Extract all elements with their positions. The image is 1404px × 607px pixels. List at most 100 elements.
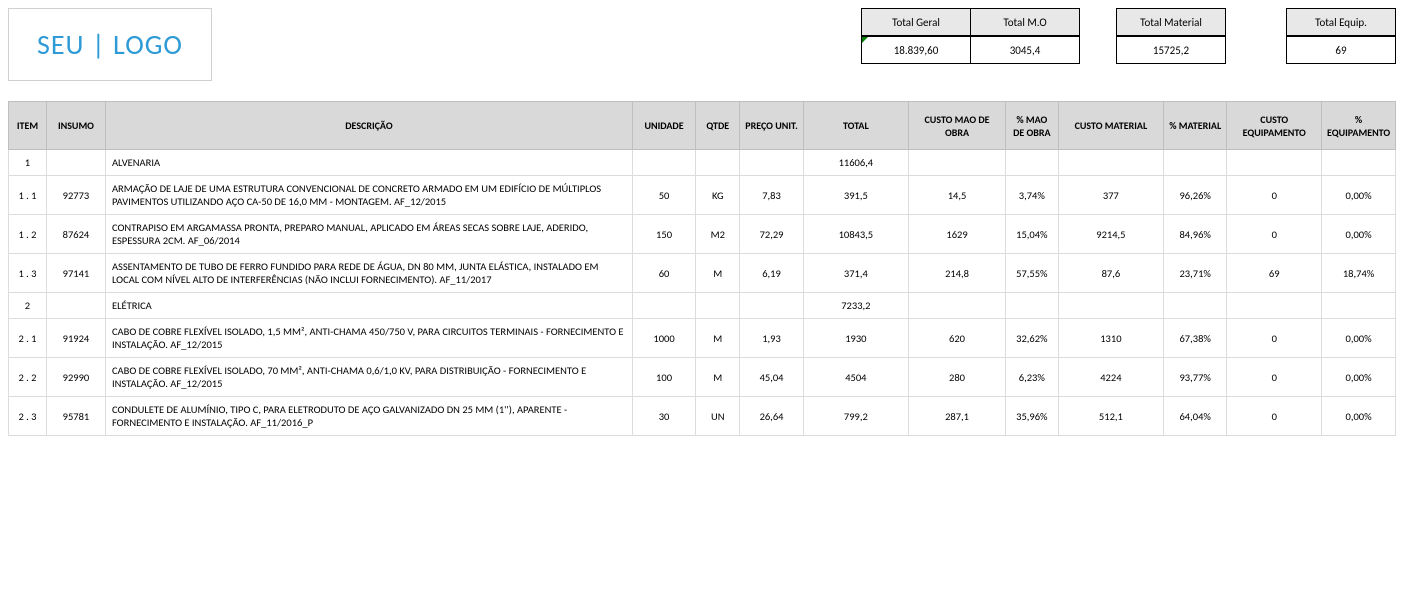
table-row: 2 . 191924CABO DE COBRE FLEXÍVEL ISOLADO… [9,319,1396,358]
cell-pmo: 57,55% [1006,254,1059,293]
logo-placeholder: SEU | LOGO [8,8,212,81]
table-row: 1 ALVENARIA 11606,4 [9,150,1396,176]
col-insumo: INSUMO [46,102,105,150]
cell-preco [740,293,803,319]
cell-desc: ALVENARIA [105,150,632,176]
cell-pmat: 64,04% [1164,397,1227,436]
cell-desc: CABO DE COBRE FLEXÍVEL ISOLADO, 70 MM², … [105,358,632,397]
cell-qtde [696,150,740,176]
cell-preco: 45,04 [740,358,803,397]
cell-item: 2 . 2 [9,358,47,397]
cell-ceq: 0 [1227,319,1322,358]
cell-cmo: 287,1 [909,397,1006,436]
summary-total-equip-label: Total Equip. [1286,8,1396,36]
summary-total-geral-value: 18.839,60 [861,36,971,64]
table-row: 1 . 192773ARMAÇÃO DE LAJE DE UMA ESTRUTU… [9,176,1396,215]
cell-cmo: 620 [909,319,1006,358]
cell-item: 1 [9,150,47,176]
cell-ceq [1227,150,1322,176]
col-total: TOTAL [803,102,908,150]
cell-unidade [632,150,695,176]
cell-total: 4504 [803,358,908,397]
cell-desc: ELÉTRICA [105,293,632,319]
cell-cmo: 280 [909,358,1006,397]
cell-peq: 0,00% [1322,176,1396,215]
cell-pmat [1164,293,1227,319]
table-row: 2 . 292990CABO DE COBRE FLEXÍVEL ISOLADO… [9,358,1396,397]
cell-peq [1322,293,1396,319]
cell-insumo: 87624 [46,215,105,254]
cell-qtde: M [696,358,740,397]
col-custo-mat: CUSTO MATERIAL [1058,102,1163,150]
cell-peq: 18,74% [1322,254,1396,293]
cell-item: 1 . 2 [9,215,47,254]
cell-cmat: 512,1 [1058,397,1163,436]
cell-pmo [1006,150,1059,176]
cell-total: 10843,5 [803,215,908,254]
cell-qtde: UN [696,397,740,436]
cell-qtde: M [696,319,740,358]
cell-unidade: 50 [632,176,695,215]
cell-pmo [1006,293,1059,319]
cell-peq: 0,00% [1322,319,1396,358]
cell-total: 391,5 [803,176,908,215]
cell-cmat [1058,293,1163,319]
col-descricao: DESCRIÇÃO [105,102,632,150]
cell-ceq: 69 [1227,254,1322,293]
cell-total: 7233,2 [803,293,908,319]
table-row: 1 . 287624CONTRAPISO EM ARGAMASSA PRONTA… [9,215,1396,254]
col-item: ITEM [9,102,47,150]
cell-pmat: 67,38% [1164,319,1227,358]
cell-pmat [1164,150,1227,176]
cell-cmo: 14,5 [909,176,1006,215]
col-preco: PREÇO UNIT. [740,102,803,150]
cell-unidade: 1000 [632,319,695,358]
cell-cmat: 377 [1058,176,1163,215]
cell-cmat: 9214,5 [1058,215,1163,254]
cell-ceq: 0 [1227,176,1322,215]
cell-pmo: 35,96% [1006,397,1059,436]
summary-total-material-value: 15725,2 [1116,36,1226,64]
summary-total-mo: Total M.O 3045,4 [970,8,1080,64]
cell-peq: 0,00% [1322,397,1396,436]
cell-ceq: 0 [1227,215,1322,254]
cell-preco [740,150,803,176]
cell-qtde: M2 [696,215,740,254]
cell-desc: CONTRAPISO EM ARGAMASSA PRONTA, PREPARO … [105,215,632,254]
cell-total: 1930 [803,319,908,358]
cell-pmo: 3,74% [1006,176,1059,215]
cell-total: 371,4 [803,254,908,293]
cell-desc: ARMAÇÃO DE LAJE DE UMA ESTRUTURA CONVENC… [105,176,632,215]
col-unidade: UNIDADE [632,102,695,150]
cell-cmo [909,150,1006,176]
cell-ceq [1227,293,1322,319]
cell-cmo: 1629 [909,215,1006,254]
summary-total-equip: Total Equip. 69 [1286,8,1396,64]
cell-cmat: 4224 [1058,358,1163,397]
cell-item: 2 . 1 [9,319,47,358]
col-pct-mo: % MAO DE OBRA [1006,102,1059,150]
cell-total: 11606,4 [803,150,908,176]
cell-peq [1322,150,1396,176]
cell-item: 1 . 1 [9,176,47,215]
cell-insumo: 92773 [46,176,105,215]
cell-preco: 7,83 [740,176,803,215]
cell-insumo: 95781 [46,397,105,436]
cell-pmo: 6,23% [1006,358,1059,397]
cell-unidade: 30 [632,397,695,436]
cell-desc: CABO DE COBRE FLEXÍVEL ISOLADO, 1,5 MM²,… [105,319,632,358]
summary-total-material: Total Material 15725,2 [1116,8,1226,64]
cell-cmo: 214,8 [909,254,1006,293]
cell-insumo: 91924 [46,319,105,358]
col-pct-eq: % EQUIPAMENTO [1322,102,1396,150]
cell-preco: 26,64 [740,397,803,436]
col-custo-mo: CUSTO MAO DE OBRA [909,102,1006,150]
cell-cmo [909,293,1006,319]
summary-total-equip-value: 69 [1286,36,1396,64]
col-custo-eq: CUSTO EQUIPAMENTO [1227,102,1322,150]
col-qtde: QTDE [696,102,740,150]
cell-insumo: 92990 [46,358,105,397]
cell-peq: 0,00% [1322,215,1396,254]
cell-preco: 72,29 [740,215,803,254]
summary-total-mo-label: Total M.O [970,8,1080,36]
